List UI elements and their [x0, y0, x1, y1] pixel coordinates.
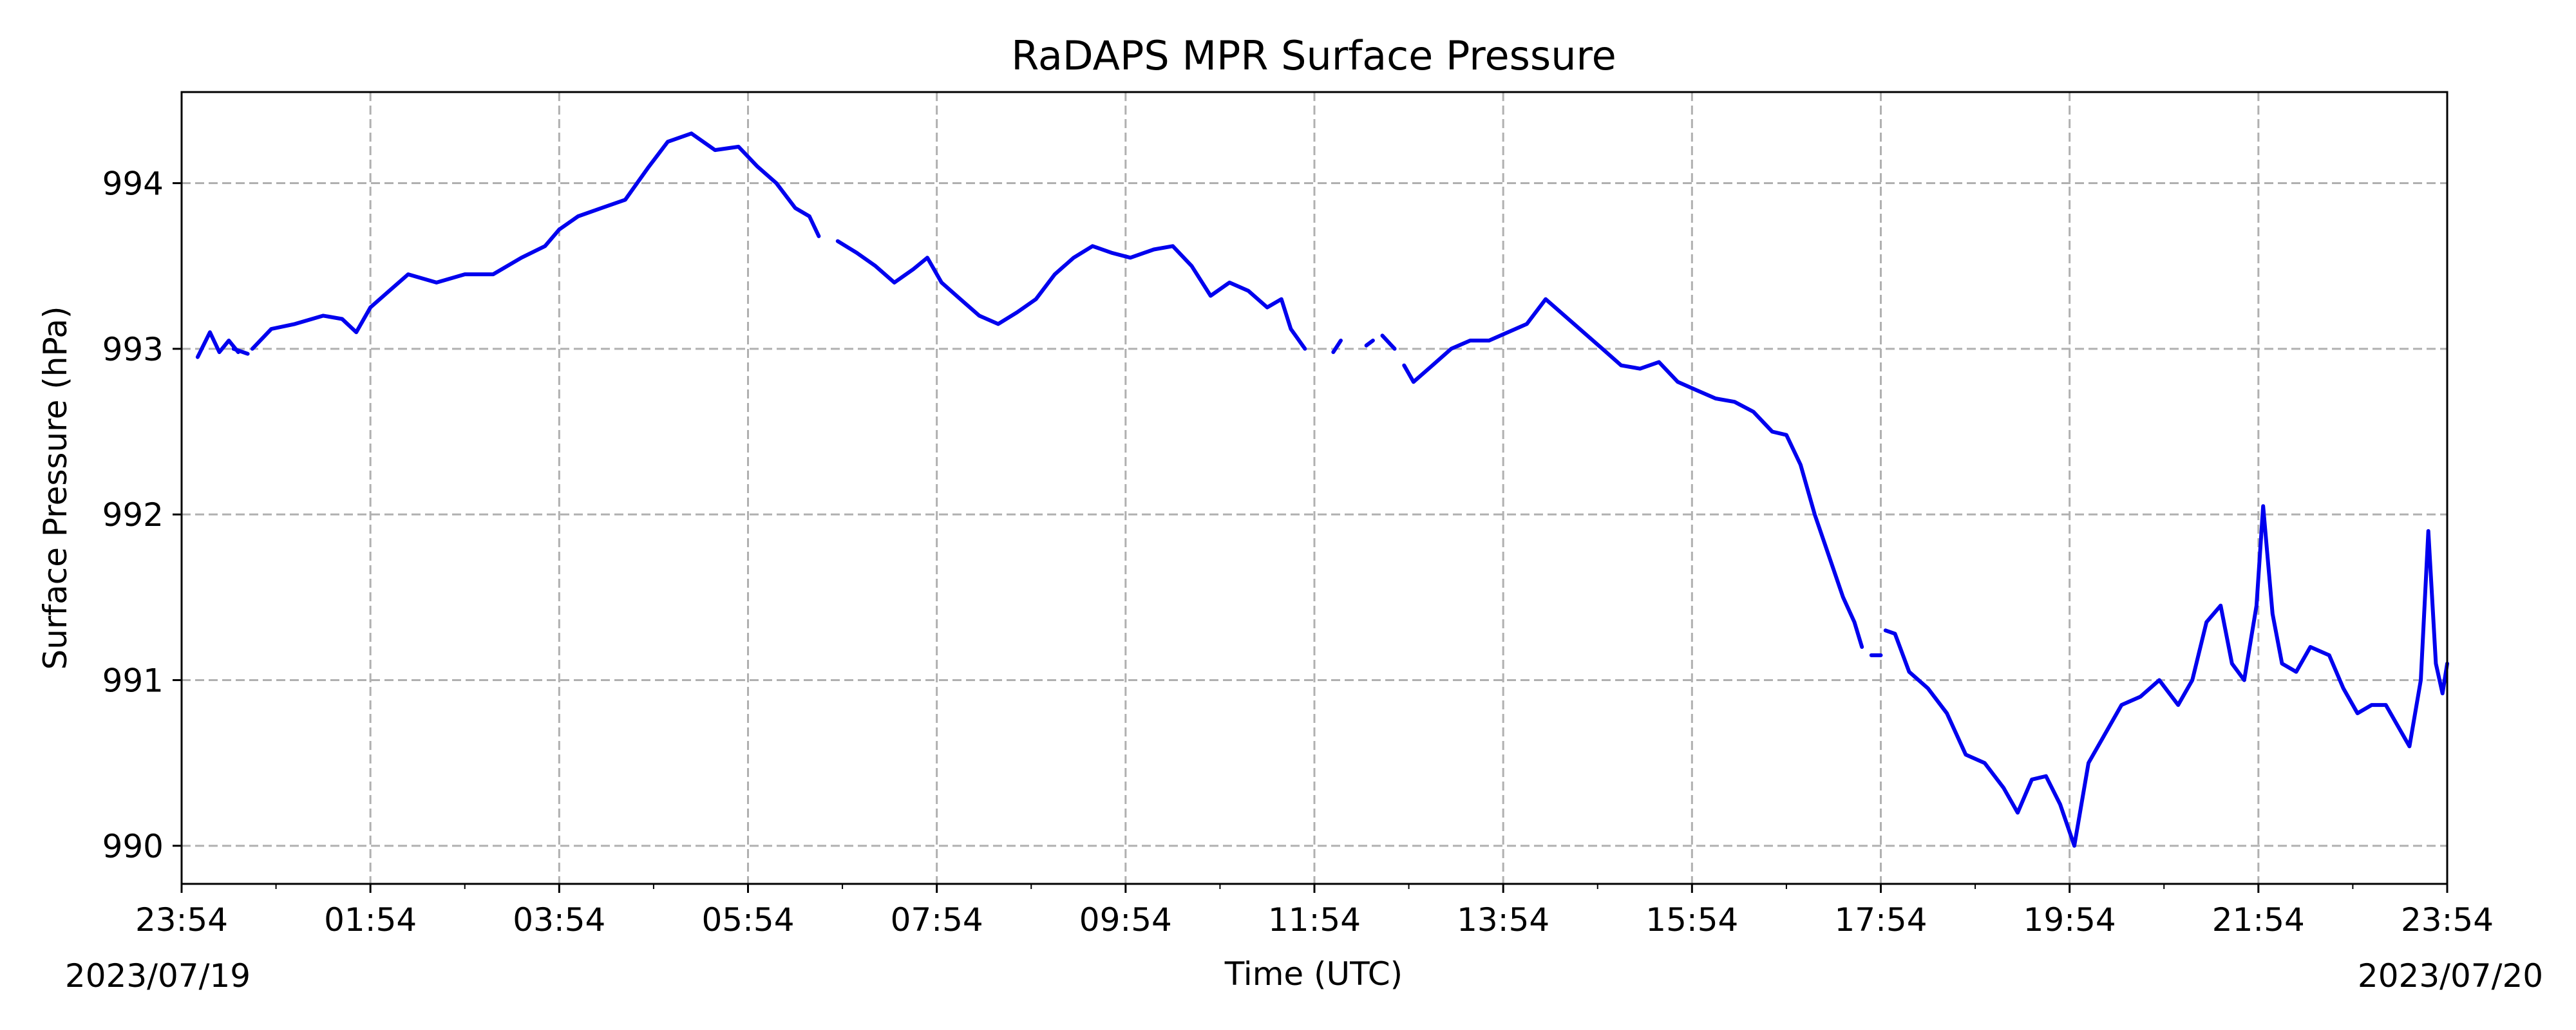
x-tick-label: 05:54	[701, 901, 794, 939]
pressure-line-segment	[1364, 339, 1375, 348]
pressure-line-segment	[1380, 333, 1397, 351]
x-tick-label: 23:54	[135, 901, 228, 939]
x-tick-label: 09:54	[1079, 901, 1172, 939]
x-tick-label: 13:54	[1457, 901, 1549, 939]
chart-title: RaDAPS MPR Surface Pressure	[1011, 32, 1616, 79]
series-layer	[195, 131, 2449, 848]
tick-layer: 23:54 01:54 03:54 05:54 07:54 09:54 11:54 13:54…	[102, 165, 2494, 939]
pressure-line-segment	[250, 131, 821, 351]
y-tick-label: 992	[102, 496, 164, 534]
x-tick-label: 17:54	[1834, 901, 1927, 939]
pressure-line-segment	[835, 239, 1307, 351]
x-axis-title: Time (UTC)	[1224, 955, 1403, 993]
y-tick-label: 991	[102, 662, 164, 699]
pressure-line-segment	[1883, 504, 2449, 848]
x-tick-label: 07:54	[891, 901, 983, 939]
x-tick-label: 19:54	[2023, 901, 2116, 939]
pressure-line-segment	[231, 346, 250, 356]
x-tick-label: 21:54	[2212, 901, 2305, 939]
x-tick-label: 23:54	[2401, 901, 2494, 939]
end-date-label: 2023/07/20	[2358, 957, 2543, 995]
pressure-line-segment	[195, 330, 240, 359]
x-tick-label: 03:54	[513, 901, 605, 939]
pressure-line-segment	[1331, 339, 1343, 354]
y-tick-label: 990	[102, 828, 164, 865]
y-tick-label: 993	[102, 331, 164, 368]
y-axis-title: Surface Pressure (hPa)	[37, 306, 74, 670]
y-tick-label: 994	[102, 165, 164, 203]
grid-layer	[180, 92, 2448, 884]
start-date-label: 2023/07/19	[65, 957, 251, 995]
x-tick-label: 15:54	[1645, 901, 1738, 939]
pressure-line-segment	[1402, 297, 1864, 649]
x-tick-label: 01:54	[324, 901, 417, 939]
x-tick-label: 11:54	[1268, 901, 1361, 939]
